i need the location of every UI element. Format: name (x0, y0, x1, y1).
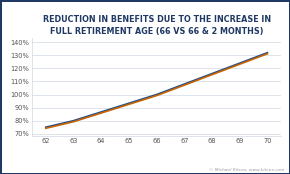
FRA (66 & 2 Months) (210, 74, 214, 76)
FRA (66 & 2 Months) (44, 127, 48, 129)
FRA (66 & 2 Months) (127, 103, 130, 105)
FRA (66 & 2 Months) (99, 112, 103, 114)
Text: © Michael Kitces, www.kitces.com: © Michael Kitces, www.kitces.com (209, 168, 284, 172)
FRA (66 & 2 Months) (183, 84, 186, 86)
Line: FRA (66 & 2 Months): FRA (66 & 2 Months) (46, 54, 267, 128)
FRA (66) (266, 52, 269, 54)
FRA (66) (155, 93, 158, 96)
FRA (66) (210, 73, 214, 75)
FRA (66 & 2 Months) (72, 121, 75, 123)
FRA (66) (183, 83, 186, 85)
FRA (66) (99, 111, 103, 113)
Legend: FRA (66), FRA (66 & 2 Months): FRA (66), FRA (66 & 2 Months) (66, 171, 197, 174)
FRA (66) (127, 102, 130, 104)
FRA (66 & 2 Months) (155, 94, 158, 97)
FRA (66 & 2 Months) (266, 53, 269, 55)
FRA (66) (72, 120, 75, 122)
Line: FRA (66): FRA (66) (46, 53, 267, 127)
FRA (66) (44, 126, 48, 128)
FRA (66) (238, 62, 242, 64)
FRA (66 & 2 Months) (238, 63, 242, 65)
Title: REDUCTION IN BENEFITS DUE TO THE INCREASE IN
FULL RETIREMENT AGE (66 VS 66 & 2 M: REDUCTION IN BENEFITS DUE TO THE INCREAS… (43, 15, 271, 36)
